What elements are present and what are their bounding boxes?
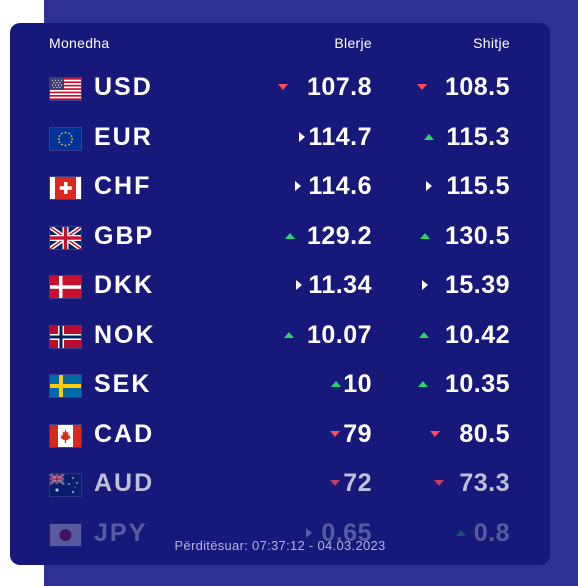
buy-rate: 114.6 xyxy=(308,172,372,200)
rate-row-chf: CHF 114.6 115.5 xyxy=(10,172,550,223)
no-flag-icon xyxy=(50,326,81,348)
trend-down-icon xyxy=(417,84,427,90)
jp-flag-icon xyxy=(50,524,81,546)
rate-row-usd: USD 107.8 108.5 xyxy=(10,73,550,124)
sell-rate: 115.3 xyxy=(446,123,510,151)
header-currency: Monedha xyxy=(49,35,110,51)
buy-rate: 10.07 xyxy=(306,321,372,349)
trend-up-icon xyxy=(419,332,429,338)
buy-rate: 10 xyxy=(343,370,372,398)
buy-rate: 0.65 xyxy=(321,519,372,547)
se-flag-icon xyxy=(50,375,81,397)
sell-rate: 10.42 xyxy=(444,321,510,349)
trend-flat-icon xyxy=(296,280,302,290)
ch-flag-icon xyxy=(50,177,81,199)
trend-down-icon xyxy=(330,431,340,437)
rate-row-gbp: GBP 129.2 130.5 xyxy=(10,222,550,273)
buy-rate: 79 xyxy=(343,420,372,448)
dk-flag-icon xyxy=(50,276,81,298)
sell-rate: 73.3 xyxy=(459,469,510,497)
buy-rate: 129.2 xyxy=(306,222,372,250)
sell-rate: 115.5 xyxy=(446,172,510,200)
currency-code: GBP xyxy=(94,222,155,250)
trend-flat-icon xyxy=(306,528,312,538)
rate-row-aud: AUD 72 73.3 xyxy=(10,469,550,520)
trend-down-icon xyxy=(434,480,444,486)
trend-up-icon xyxy=(424,134,434,140)
currency-code: DKK xyxy=(94,271,155,299)
buy-rate: 107.8 xyxy=(306,73,372,101)
rate-row-jpy: JPY 0.65 0.8 xyxy=(10,519,550,565)
trend-flat-icon xyxy=(299,132,305,142)
au-flag-icon xyxy=(50,474,81,496)
rate-row-dkk: DKK 11.34 15.39 xyxy=(10,271,550,322)
trend-down-icon xyxy=(330,480,340,486)
sell-rate: 108.5 xyxy=(444,73,510,101)
trend-flat-icon xyxy=(426,181,432,191)
trend-up-icon xyxy=(284,332,294,338)
rate-row-sek: SEK 10 10.35 xyxy=(10,370,550,421)
us-flag-icon xyxy=(50,78,81,100)
trend-up-icon xyxy=(420,233,430,239)
currency-code: USD xyxy=(94,73,153,101)
currency-code: EUR xyxy=(94,123,153,151)
exchange-rates-card: Monedha Blerje Shitje xyxy=(10,23,550,565)
buy-rate: 114.7 xyxy=(308,123,372,151)
rate-row-eur: EUR 114.7 115.3 xyxy=(10,123,550,174)
trend-up-icon xyxy=(456,530,466,536)
currency-code: NOK xyxy=(94,321,156,349)
header-buy: Blerje xyxy=(334,35,372,51)
trend-up-icon xyxy=(418,381,428,387)
header-sell: Shitje xyxy=(473,35,510,51)
trend-up-icon xyxy=(285,233,295,239)
trend-down-icon xyxy=(278,84,288,90)
trend-flat-icon xyxy=(422,280,428,290)
currency-code: CAD xyxy=(94,420,155,448)
rate-row-cad: CAD 79 80.5 xyxy=(10,420,550,471)
currency-code: AUD xyxy=(94,469,155,497)
eu-flag-icon xyxy=(50,128,81,150)
rate-row-nok: NOK 10.07 10.42 xyxy=(10,321,550,372)
trend-down-icon xyxy=(430,431,440,437)
currency-code: SEK xyxy=(94,370,152,398)
sell-rate: 80.5 xyxy=(459,420,510,448)
currency-code: JPY xyxy=(94,519,148,547)
sell-rate: 10.35 xyxy=(444,370,510,398)
gb-flag-icon xyxy=(50,227,81,249)
sell-rate: 130.5 xyxy=(444,222,510,250)
sell-rate: 0.8 xyxy=(473,519,510,547)
sell-rate: 15.39 xyxy=(444,271,510,299)
buy-rate: 11.34 xyxy=(308,271,372,299)
buy-rate: 72 xyxy=(343,469,372,497)
ca-flag-icon xyxy=(50,425,81,447)
currency-code: CHF xyxy=(94,172,152,200)
last-updated: Përditësuar: 07:37:12 - 04.03.2023 xyxy=(174,538,386,553)
trend-flat-icon xyxy=(295,181,301,191)
trend-up-icon xyxy=(331,381,341,387)
